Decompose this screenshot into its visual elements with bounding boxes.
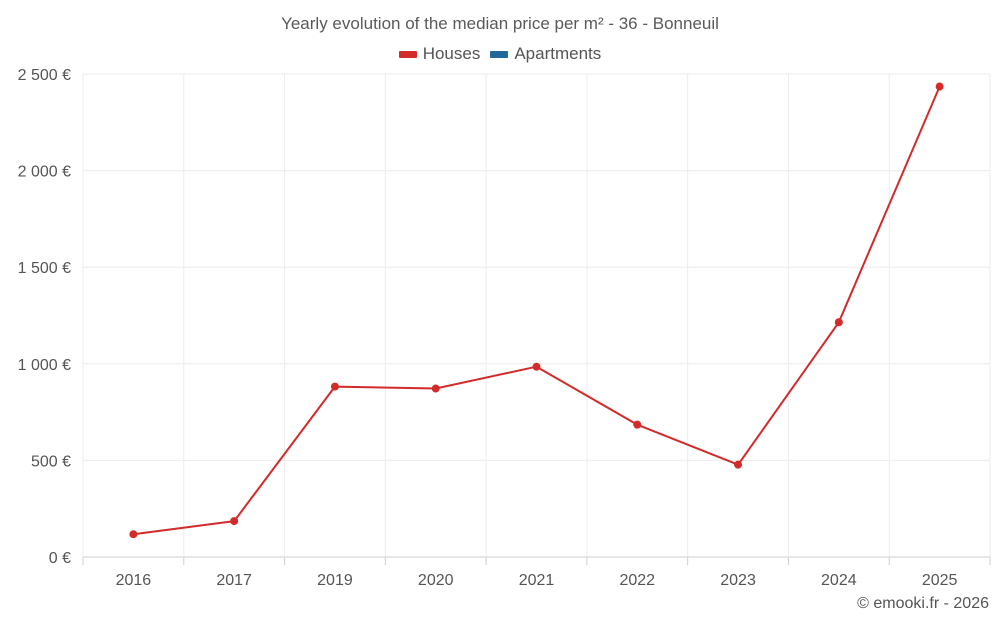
y-tick-label: 500 € xyxy=(31,453,71,470)
x-tick-label: 2023 xyxy=(720,572,756,589)
data-point-houses xyxy=(834,318,843,327)
data-point-houses xyxy=(230,517,239,526)
copyright-credit: © emooki.fr - 2026 xyxy=(857,595,989,612)
chart-title: Yearly evolution of the median price per… xyxy=(281,14,719,33)
data-point-houses xyxy=(532,362,541,371)
data-point-houses xyxy=(431,384,440,393)
x-tick-label: 2021 xyxy=(519,572,555,589)
legend-item-houses[interactable]: Houses xyxy=(398,44,481,64)
legend-swatch-apartments xyxy=(490,50,509,58)
y-tick-label: 2 000 € xyxy=(18,164,71,181)
legend-label-houses: Houses xyxy=(422,44,481,63)
x-tick-label: 2025 xyxy=(922,572,958,589)
x-tick-label: 2017 xyxy=(216,572,252,589)
x-tick-label: 2020 xyxy=(418,572,454,589)
y-tick-label: 2 500 € xyxy=(18,67,71,84)
x-tick-label: 2024 xyxy=(821,572,857,589)
y-tick-label: 0 € xyxy=(49,550,71,567)
data-point-houses xyxy=(330,382,339,391)
x-tick-label: 2022 xyxy=(619,572,655,589)
y-tick-label: 1 500 € xyxy=(18,260,71,277)
legend: Houses Apartments xyxy=(0,44,1000,64)
y-tick-label: 1 000 € xyxy=(18,357,71,374)
data-point-houses xyxy=(935,82,944,91)
legend-item-apartments[interactable]: Apartments xyxy=(490,44,601,64)
x-tick-label: 2016 xyxy=(116,572,152,589)
data-point-houses xyxy=(633,420,642,429)
x-tick-label: 2019 xyxy=(317,572,353,589)
series-line-houses xyxy=(133,86,941,536)
legend-label-apartments: Apartments xyxy=(514,44,602,63)
data-point-houses xyxy=(734,460,743,469)
data-point-houses xyxy=(129,530,138,539)
legend-swatch-houses xyxy=(398,50,417,58)
